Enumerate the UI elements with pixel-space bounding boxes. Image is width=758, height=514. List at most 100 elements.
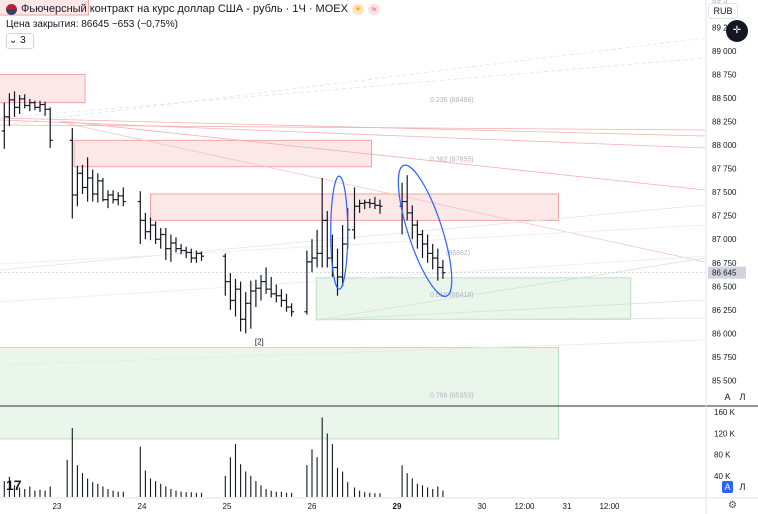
price-auto-button[interactable]: A bbox=[724, 392, 731, 402]
ohlc-bar bbox=[440, 259, 446, 279]
indicators-toggle[interactable]: ⌄ 3 bbox=[6, 33, 34, 49]
volume-log-button[interactable]: Л bbox=[739, 482, 746, 492]
ohlc-bar bbox=[372, 196, 378, 210]
wave-badge-icon: ≈ bbox=[367, 3, 380, 15]
fib-level-label: 0.786 (85353) bbox=[430, 392, 474, 399]
volume-tick-label: 160 K bbox=[714, 408, 736, 417]
us-flag-icon bbox=[6, 3, 17, 15]
time-tick-label: 24 bbox=[138, 502, 147, 511]
price-tick-label: 88 750 bbox=[712, 70, 737, 79]
ohlc-bar bbox=[42, 101, 48, 116]
crosshair-button[interactable]: ✛ bbox=[726, 20, 748, 42]
ohlc-bar bbox=[137, 191, 143, 244]
ohlc-bar bbox=[153, 221, 159, 244]
ohlc-bar bbox=[309, 239, 315, 273]
ohlc-bar bbox=[227, 273, 233, 310]
settings-gear-icon[interactable]: ⚙ bbox=[728, 500, 737, 511]
trend-line-11 bbox=[0, 339, 706, 366]
trend-line-5 bbox=[0, 204, 706, 271]
time-tick-label: 29 bbox=[393, 502, 402, 511]
ohlc-bar bbox=[183, 246, 189, 259]
ohlc-bar bbox=[367, 198, 373, 209]
ohlc-bar bbox=[263, 267, 269, 294]
ohlc-bar bbox=[85, 157, 91, 202]
volume-tick-label: 80 K bbox=[714, 451, 731, 460]
ohlc-bar bbox=[6, 93, 12, 127]
supply-zone-0 bbox=[0, 73, 86, 104]
ohlc-bar bbox=[273, 284, 279, 303]
ohlc-bar bbox=[284, 293, 289, 312]
ohlc-bar bbox=[69, 128, 75, 219]
ohlc-bar bbox=[12, 91, 17, 117]
tv-logo-text: 17 bbox=[6, 477, 22, 493]
ohlc-bar bbox=[352, 187, 357, 240]
ohlc-bar bbox=[80, 164, 85, 195]
ohlc-bar bbox=[148, 217, 153, 241]
ohlc-bar bbox=[414, 220, 420, 249]
ohlc-bar bbox=[238, 281, 244, 332]
trend-line-4 bbox=[0, 124, 706, 131]
ohlc-bar bbox=[188, 248, 194, 263]
dashed-line-0 bbox=[0, 57, 706, 119]
demand-zone-3 bbox=[315, 277, 632, 320]
ohlc-bar bbox=[435, 248, 441, 281]
trend-line-6 bbox=[0, 224, 706, 265]
ohlc-bar bbox=[115, 192, 121, 206]
ohlc-bar bbox=[27, 98, 33, 112]
ohlc-bar bbox=[319, 178, 325, 268]
ohlc-bar bbox=[420, 229, 425, 259]
fib-level-label: 0.618 (86418) bbox=[430, 292, 474, 299]
price-tick-label: 86 500 bbox=[712, 282, 737, 291]
ohlc-bar bbox=[120, 187, 126, 207]
ohlc-bar bbox=[163, 227, 169, 260]
trend-line-0 bbox=[0, 117, 706, 137]
ohlc-bar bbox=[233, 278, 238, 317]
ohlc-bar bbox=[268, 276, 274, 298]
currency-selector[interactable]: RUB bbox=[708, 3, 738, 19]
trend-line-1 bbox=[0, 119, 706, 149]
time-tick-label: 31 bbox=[563, 502, 572, 511]
ohlc-bar bbox=[253, 279, 259, 308]
current-price-label: 86 645 bbox=[712, 269, 737, 278]
ohlc-bar bbox=[22, 94, 28, 109]
trend-line-7 bbox=[314, 257, 706, 321]
volume-auto-button[interactable]: A bbox=[722, 481, 733, 493]
time-tick-label: 26 bbox=[308, 502, 317, 511]
price-tick-label: 88 250 bbox=[712, 118, 737, 127]
ohlc-bar bbox=[199, 251, 204, 261]
tradingview-logo[interactable]: 17 bbox=[6, 477, 22, 493]
ohlc-bar bbox=[243, 291, 249, 334]
price-tick-label: 89 000 bbox=[712, 47, 737, 56]
ohlc-bar bbox=[110, 190, 116, 204]
time-tick-label: 12:00 bbox=[514, 502, 535, 511]
ohlc-bar bbox=[168, 234, 174, 262]
sun-badge-icon: ☀ bbox=[351, 3, 364, 15]
indicator-count: 3 bbox=[20, 35, 26, 46]
fib-level-label: 0.382 (87855) bbox=[430, 157, 474, 164]
trend-line-2 bbox=[59, 120, 706, 191]
price-tick-label: 86 000 bbox=[712, 329, 737, 338]
demand-zone-4 bbox=[0, 347, 559, 440]
supply-zone-1 bbox=[73, 139, 372, 168]
trend-line-10 bbox=[0, 255, 706, 303]
supply-zone-5 bbox=[0, 0, 89, 16]
ohlc-bar bbox=[430, 243, 436, 270]
symbol-title[interactable]: Фьючерсный контракт на курс доллар США -… bbox=[21, 3, 348, 15]
ohlc-bar bbox=[404, 175, 410, 221]
crosshair-icon: ✛ bbox=[732, 25, 742, 36]
price-tick-label: 86 750 bbox=[712, 259, 737, 268]
time-tick-label: 12:00 bbox=[599, 502, 620, 511]
price-log-button[interactable]: Л bbox=[739, 392, 746, 402]
ohlc-bar bbox=[222, 253, 228, 296]
ohlc-bar bbox=[340, 225, 346, 287]
time-tick-label: 30 bbox=[478, 502, 487, 511]
price-tick-label: 89 250 bbox=[712, 23, 737, 32]
volume-tick-label: 40 K bbox=[714, 472, 731, 481]
ohlc-bar bbox=[314, 229, 320, 268]
ohlc-bar bbox=[37, 100, 43, 113]
price-tick-label: 85 500 bbox=[712, 377, 737, 386]
price-tick-label: 87 750 bbox=[712, 165, 737, 174]
price-tick-label: 87 250 bbox=[712, 212, 737, 221]
ohlc-bar bbox=[178, 243, 184, 255]
